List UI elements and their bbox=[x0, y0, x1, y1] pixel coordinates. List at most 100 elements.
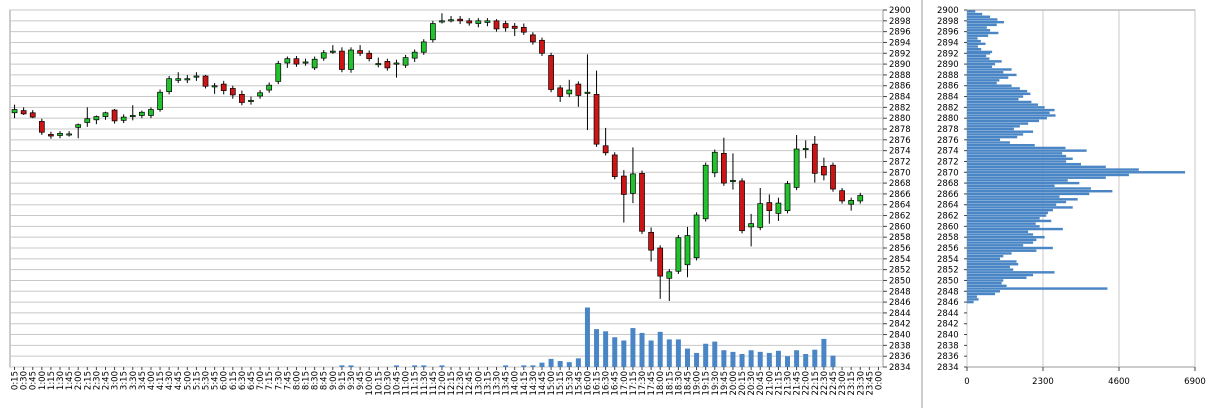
profile-bar bbox=[967, 26, 987, 29]
time-tick-label: 8:00 bbox=[292, 371, 302, 390]
profile-bar bbox=[967, 271, 1055, 274]
time-tick-label: 3:00 bbox=[111, 371, 121, 390]
price-tick-label: 2868 bbox=[889, 179, 911, 189]
volume-profile-bars bbox=[967, 10, 1186, 304]
profile-bar bbox=[967, 225, 1040, 228]
price-tick-label: 2878 bbox=[889, 125, 911, 135]
candle-body bbox=[320, 52, 327, 59]
time-tick-label: 4:00 bbox=[147, 371, 157, 390]
profile-bar bbox=[967, 300, 974, 304]
profile-bar bbox=[967, 279, 1004, 282]
volume-bar bbox=[530, 365, 536, 367]
profile-bar bbox=[967, 287, 1108, 290]
profile-bar bbox=[967, 249, 1037, 252]
price-tick-label: 2890 bbox=[889, 60, 911, 70]
time-tick-label: 20:30 bbox=[747, 371, 757, 396]
profile-bar bbox=[967, 244, 1024, 247]
profile-bar bbox=[967, 146, 1066, 150]
time-tick-label: 9:45 bbox=[356, 371, 366, 390]
candle-body bbox=[38, 121, 45, 133]
price-tick-label: 2864 bbox=[889, 201, 911, 211]
profile-bar bbox=[967, 52, 991, 55]
time-tick-label: 17:30 bbox=[638, 371, 648, 396]
candle-body bbox=[448, 19, 454, 22]
time-tick-label: 23:00 bbox=[838, 371, 848, 396]
profile-price-label: 2864 bbox=[937, 201, 959, 211]
volume-bar bbox=[584, 307, 590, 367]
time-tick-label: 15:45 bbox=[574, 371, 584, 396]
volume-bar bbox=[557, 361, 563, 367]
price-tick-label: 2894 bbox=[889, 38, 911, 48]
candle-body bbox=[711, 151, 718, 174]
price-tick-label: 2866 bbox=[889, 190, 911, 200]
profile-tick-label: 6900 bbox=[1184, 377, 1206, 387]
profile-price-label: 2876 bbox=[937, 136, 959, 146]
candle-body bbox=[839, 190, 845, 202]
volume-bar bbox=[603, 331, 609, 367]
profile-bar bbox=[967, 189, 1113, 193]
profile-bar bbox=[967, 108, 1055, 112]
price-tick-label: 2856 bbox=[889, 244, 911, 254]
candle-body bbox=[575, 83, 582, 96]
candle-body bbox=[702, 164, 709, 220]
candle-body bbox=[430, 23, 436, 41]
candle-body bbox=[139, 111, 145, 116]
profile-price-label: 2858 bbox=[937, 233, 959, 243]
profile-tick-label: 0 bbox=[964, 377, 969, 387]
profile-price-label: 2894 bbox=[937, 38, 959, 48]
time-tick-label: 3:45 bbox=[138, 371, 148, 390]
price-tick-label: 2900 bbox=[889, 6, 911, 16]
profile-bar bbox=[967, 12, 983, 16]
time-tick-label: 8:45 bbox=[320, 371, 330, 390]
candle-body bbox=[775, 202, 782, 214]
candle-body bbox=[229, 88, 236, 96]
profile-bar bbox=[967, 268, 1014, 271]
candle-body bbox=[420, 41, 427, 53]
profile-price-label: 2856 bbox=[937, 244, 959, 254]
price-tick-label: 2850 bbox=[889, 276, 911, 286]
time-tick-label: 22:30 bbox=[820, 371, 830, 396]
price-tick-label: 2842 bbox=[889, 320, 911, 330]
time-tick-label: 6:45 bbox=[247, 371, 257, 390]
price-tick-label: 2840 bbox=[889, 331, 911, 341]
candle-body bbox=[566, 89, 573, 95]
time-tick-label: 13:30 bbox=[493, 371, 503, 396]
profile-bar bbox=[967, 92, 1031, 96]
profile-bar bbox=[967, 187, 1091, 190]
profile-bar bbox=[967, 133, 1024, 136]
candle-body bbox=[248, 99, 254, 102]
candle-body bbox=[602, 145, 609, 154]
profile-bar bbox=[967, 165, 1106, 169]
time-tick-label: 4:15 bbox=[156, 371, 166, 390]
candle-body bbox=[29, 112, 36, 118]
volume-bar bbox=[712, 341, 718, 367]
profile-bar bbox=[967, 203, 1057, 206]
time-tick-label: 18:45 bbox=[683, 371, 693, 396]
candle-body bbox=[439, 20, 445, 23]
profile-bar bbox=[967, 214, 1047, 217]
volume-bars bbox=[339, 307, 836, 367]
candle-body bbox=[184, 78, 191, 81]
time-tick-label: 6:00 bbox=[220, 371, 230, 390]
profile-bar bbox=[967, 70, 1004, 74]
candle-body bbox=[339, 50, 345, 70]
profile-bar bbox=[967, 211, 1048, 215]
profile-price-label: 2898 bbox=[937, 17, 959, 27]
time-tick-label: 0:30 bbox=[20, 371, 30, 390]
profile-bar bbox=[967, 130, 1034, 133]
price-tick-label: 2876 bbox=[889, 136, 911, 146]
profile-bar bbox=[967, 154, 1067, 158]
candle-body bbox=[766, 202, 773, 212]
profile-bar bbox=[967, 50, 993, 54]
profile-bar bbox=[967, 73, 1017, 77]
candle-body bbox=[693, 214, 700, 259]
time-tick-label: 8:30 bbox=[311, 371, 321, 390]
time-tick-label: 19:15 bbox=[702, 371, 712, 396]
candles bbox=[11, 13, 864, 302]
candle-body bbox=[148, 109, 154, 116]
candle-body bbox=[48, 134, 54, 137]
time-tick-label: 12:15 bbox=[447, 371, 457, 396]
profile-bar bbox=[967, 206, 1073, 209]
price-tick-label: 2884 bbox=[889, 93, 911, 103]
candle-body bbox=[384, 61, 391, 69]
